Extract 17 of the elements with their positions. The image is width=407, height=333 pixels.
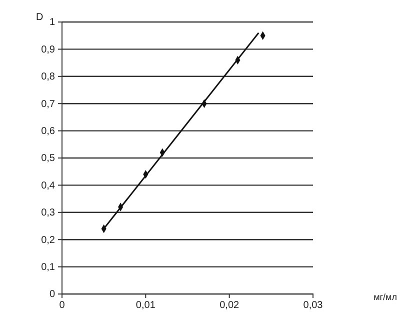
y-tick-label: 1 — [49, 17, 56, 28]
y-tick-label: 0,5 — [41, 153, 56, 164]
x-tick-label: 0,03 — [303, 300, 324, 312]
y-tick-label: 0,3 — [41, 208, 56, 219]
y-tick-label: 0,8 — [41, 72, 56, 83]
x-tick-label: 0,01 — [136, 300, 156, 312]
y-tick-label: 0,2 — [41, 234, 56, 246]
y-tick-label: 0,7 — [41, 98, 56, 110]
y-tick-label: 0,6 — [41, 126, 56, 137]
x-tick-label: 0 — [59, 300, 66, 312]
y-axis-title: D — [36, 12, 44, 23]
y-tick-label: 0 — [49, 289, 56, 300]
y-tick-label: 0,1 — [41, 262, 56, 273]
text: мг/мл — [374, 292, 397, 302]
y-tick-label: 0,4 — [41, 180, 56, 192]
x-tick-label: 0,02 — [220, 300, 240, 312]
y-tick-label: 0,9 — [41, 44, 56, 56]
